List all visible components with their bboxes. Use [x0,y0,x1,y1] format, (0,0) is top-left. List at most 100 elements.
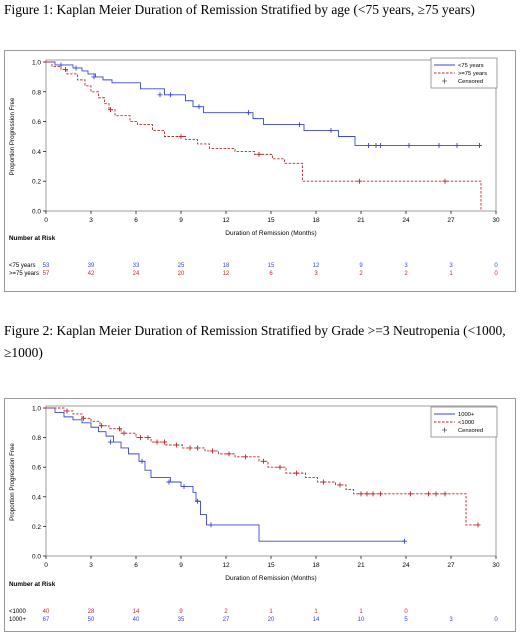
censor-mark [108,439,113,445]
at-risk-count: 67 [43,617,50,623]
censor-mark [436,142,442,148]
at-risk-count: 24 [133,271,140,277]
censor-mark [357,178,362,184]
x-tick-label: 24 [402,562,410,569]
figure-1-caption: Figure 1: Kaplan Meier Duration of Remis… [4,2,475,17]
censor-mark [373,142,379,148]
censor-mark [297,122,302,128]
censor-mark [243,454,248,460]
censor-mark [364,491,370,497]
x-tick-label: 12 [222,217,230,224]
y-axis-label: Proportion Progression Free [9,97,16,175]
legend: 1000+ <1000 Censored [430,406,498,438]
x-tick-label: 15 [267,562,275,569]
km-chart-neutropenia: 0.00.20.40.60.81.00 3 6 9 12 15 18 21 24 27 30Dura… [4,398,516,632]
y-tick-label: 0.4 [32,494,41,501]
x-tick-label: 27 [447,562,455,569]
at-risk-count: 53 [43,263,50,269]
x-tick-label: 3 [89,217,93,224]
at-risk-row-label: 1000+ [9,617,26,623]
x-tick-label: 9 [179,562,183,569]
figure-2-caption: Figure 2: Kaplan Meier Duration of Remis… [4,323,506,360]
y-tick-label: 0.6 [32,119,41,126]
legend-label: <1000 [458,420,474,426]
censor-mark [408,491,413,497]
x-tick-label: 12 [222,562,230,569]
censor-mark [426,491,431,497]
censor-mark [477,142,482,148]
at-risk-count: 14 [133,609,140,615]
censor-mark [294,470,299,476]
censor-mark [406,142,412,148]
censor-mark [277,464,283,470]
legend-label: <75 years [458,63,484,69]
legend-censor-mark [442,78,447,84]
x-tick-label: 27 [447,217,455,224]
at-risk-count: 9 [359,263,363,269]
censor-mark [73,65,79,71]
at-risk-title: Number at Risk [9,581,56,588]
km-curve-series-1 [46,407,405,542]
at-risk-count: 14 [313,617,320,623]
y-tick-label: 0.6 [32,465,41,472]
at-risk-count: 28 [88,609,95,615]
legend-censored-label: Censored [458,428,483,434]
censor-mark [187,445,193,451]
censor-mark [475,522,481,528]
censor-mark [402,538,407,544]
x-tick-label: 15 [267,217,275,224]
censor-mark [108,107,113,113]
censor-mark [58,62,64,68]
panel-frame [4,50,516,292]
censor-mark [195,445,200,451]
censor-mark [168,92,173,98]
censor-mark [196,104,202,110]
censor-mark [378,142,383,148]
censor-mark [370,491,376,497]
at-risk-count: 5 [404,617,408,623]
censor-mark [358,491,364,497]
legend: <75 years >=75 years Censored [430,57,498,89]
y-tick-label: 0.8 [32,435,41,442]
at-risk-count: 15 [268,263,275,269]
legend-censored-label: Censored [458,79,483,85]
at-risk-count: 0 [494,617,498,623]
censor-mark [181,483,187,489]
censor-mark [162,439,167,445]
x-tick-label: 6 [134,217,138,224]
at-risk-count: 20 [268,617,275,623]
x-tick-label: 18 [312,562,320,569]
at-risk-count: 3 [449,263,453,269]
at-risk-count: 12 [313,263,320,269]
x-tick-label: 24 [402,217,410,224]
y-tick-label: 1.0 [32,406,41,413]
at-risk-count: 35 [178,617,185,623]
at-risk-count: 33 [133,263,140,269]
censor-mark [442,491,448,497]
at-risk-count: 18 [223,263,230,269]
censor-mark [442,178,448,184]
at-risk-count: 1 [359,609,363,615]
censor-mark [366,142,371,148]
at-risk-count: 3 [404,263,408,269]
at-risk-row-label: >=75 years [9,271,39,277]
at-risk-count: 1 [269,609,273,615]
censor-mark [166,479,172,485]
panel-frame [4,398,516,632]
censor-mark [157,92,163,98]
at-risk-count: 40 [43,609,50,615]
at-risk-row-label: <75 years [9,263,36,269]
at-risk-count: 40 [133,617,140,623]
x-tick-label: 30 [492,217,500,224]
censor-mark [121,430,127,436]
censor-mark [454,142,460,148]
censor-mark [328,128,334,134]
at-risk-count: 10 [358,617,365,623]
censor-mark [321,479,326,485]
km-curve-series-1 [46,61,481,146]
x-tick-label: 21 [357,562,365,569]
x-tick-label: 3 [89,562,93,569]
y-axis-label: Proportion Progression Free [9,443,16,521]
figure-1-panel: 0.0 0.2 0.4 0.6 0.8 1.0 0 3 6 9 12 15 18 21 24 27 30 Dura… [4,50,516,292]
censor-mark [174,442,179,448]
